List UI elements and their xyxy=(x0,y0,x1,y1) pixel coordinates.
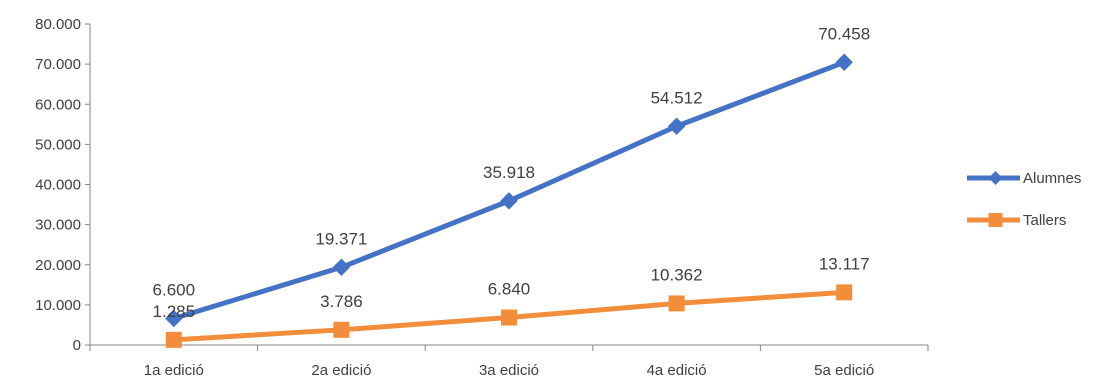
data-label-tallers: 3.786 xyxy=(320,292,363,311)
y-tick-label: 60.000 xyxy=(35,96,81,113)
data-label-alumnes: 70.458 xyxy=(818,24,870,43)
data-point-tallers xyxy=(501,309,517,326)
data-label-tallers: 10.362 xyxy=(651,265,703,284)
data-label-tallers: 6.840 xyxy=(488,280,531,299)
data-point-alumnes xyxy=(332,258,351,276)
legend-marker-alumnes xyxy=(988,171,1003,185)
data-point-tallers xyxy=(836,284,853,301)
data-point-alumnes xyxy=(835,53,853,71)
y-tick-label: 70.000 xyxy=(35,56,81,73)
data-label-alumnes: 19.371 xyxy=(315,229,367,248)
series-markers xyxy=(165,53,853,348)
data-point-alumnes xyxy=(667,117,686,135)
data-label-alumnes: 6.600 xyxy=(153,281,196,300)
y-tick-label: 0 xyxy=(73,337,81,354)
data-label-alumnes: 35.918 xyxy=(483,163,535,182)
y-tick-label: 40.000 xyxy=(35,177,81,194)
y-axis-ticks: 0 10.000 20.000 30.000 40.000 50.000 60.000 70.… xyxy=(35,16,90,354)
data-point-tallers xyxy=(668,295,685,312)
y-tick-label: 80.000 xyxy=(35,16,81,33)
y-tick-label: 50.000 xyxy=(35,136,81,153)
data-label-tallers: 13.117 xyxy=(819,254,870,273)
x-tick-label: 5a edició xyxy=(814,362,874,379)
legend-label-tallers: Tallers xyxy=(1023,212,1066,229)
data-point-tallers xyxy=(165,331,182,348)
data-point-alumnes xyxy=(500,192,518,210)
data-labels: 6.600 19.371 35.918 54.512 70.458 1.285 3.786 6… xyxy=(153,24,871,321)
legend: Alumnes Tallers xyxy=(967,170,1081,229)
legend-marker-tallers xyxy=(988,213,1003,227)
y-tick-label: 20.000 xyxy=(35,257,81,274)
data-label-tallers: 1.285 xyxy=(153,302,196,321)
x-tick-label: 4a edició xyxy=(647,362,707,379)
y-tick-label: 30.000 xyxy=(35,217,81,234)
x-tick-label: 1a edició xyxy=(144,362,204,379)
legend-label-alumnes: Alumnes xyxy=(1023,170,1081,187)
y-tick-label: 10.000 xyxy=(35,297,81,314)
x-tick-label: 3a edició xyxy=(479,362,539,379)
x-axis-ticks: 1a edició 2a edició 3a edició 4a edició 5a e… xyxy=(89,345,929,379)
data-label-alumnes: 54.512 xyxy=(651,88,703,107)
data-point-alumnes xyxy=(165,309,183,328)
data-point-tallers xyxy=(333,321,350,338)
x-tick-label: 2a edició xyxy=(311,362,371,379)
